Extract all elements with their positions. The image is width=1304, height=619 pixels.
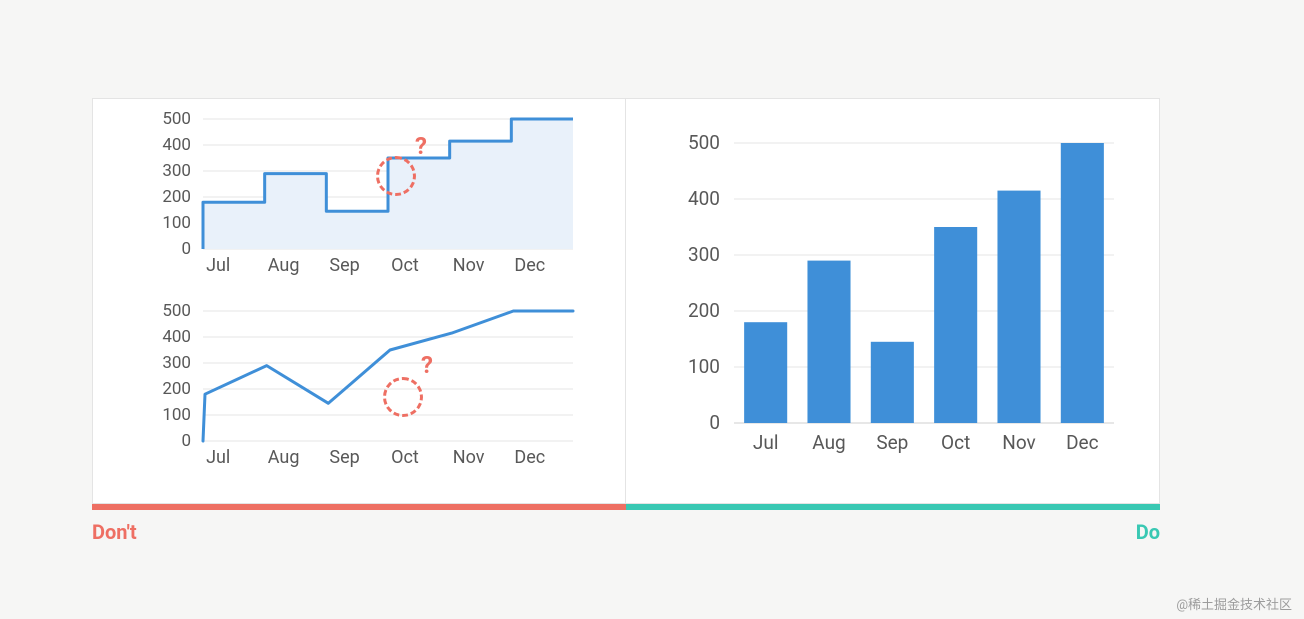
svg-text:Nov: Nov [453, 447, 485, 468]
underline-do [626, 504, 1160, 510]
svg-text:0: 0 [709, 411, 720, 434]
svg-text:Jul: Jul [206, 447, 230, 468]
svg-text:400: 400 [162, 327, 191, 347]
svg-text:400: 400 [162, 135, 191, 155]
svg-text:Aug: Aug [812, 431, 845, 454]
svg-text:500: 500 [688, 131, 720, 154]
underline-dont [92, 504, 626, 510]
canvas: 0100200300400500JulAugSepOctNovDec ? 010… [0, 0, 1304, 619]
svg-text:Sep: Sep [329, 447, 359, 468]
svg-text:Sep: Sep [329, 255, 359, 276]
svg-text:300: 300 [162, 353, 191, 373]
svg-text:100: 100 [162, 405, 191, 425]
svg-text:Oct: Oct [391, 447, 419, 468]
svg-text:Nov: Nov [1002, 431, 1035, 454]
svg-text:500: 500 [162, 109, 191, 129]
label-do: Do [1136, 520, 1160, 544]
line-chart: 0 100 200 300 400 500 Jul Aug Sep Oct Nov Dec [113, 299, 583, 469]
svg-text:Sep: Sep [876, 431, 908, 454]
do-half: 0 100 200 300 400 500 Jul Aug Sep Oct Nov Dec [626, 99, 1159, 503]
watermark-text: @稀土掘金技术社区 [1176, 594, 1292, 613]
svg-text:Dec: Dec [1066, 431, 1099, 454]
svg-text:Oct: Oct [391, 255, 419, 276]
svg-text:Jul: Jul [206, 255, 230, 276]
svg-text:100: 100 [162, 213, 191, 233]
svg-text:200: 200 [162, 379, 191, 399]
svg-text:100: 100 [688, 355, 720, 378]
svg-text:200: 200 [162, 187, 191, 207]
svg-text:200: 200 [688, 299, 720, 322]
svg-text:0: 0 [181, 431, 191, 451]
svg-text:400: 400 [688, 187, 720, 210]
step-chart: 0 100 200 300 400 500 Jul Aug Sep Oct Nov Dec [113, 107, 583, 277]
comparison-panel: 0100200300400500JulAugSepOctNovDec ? 010… [92, 98, 1160, 504]
svg-text:Dec: Dec [514, 447, 545, 468]
svg-text:300: 300 [688, 243, 720, 266]
label-dont: Don't [92, 520, 137, 544]
bar-chart: 0 100 200 300 400 500 Jul Aug Sep Oct Nov Dec [646, 115, 1126, 475]
svg-text:500: 500 [162, 301, 191, 321]
svg-text:Aug: Aug [268, 255, 300, 276]
svg-text:Jul: Jul [753, 431, 779, 454]
dont-half: 0100200300400500JulAugSepOctNovDec ? 010… [93, 99, 626, 503]
svg-text:Oct: Oct [941, 431, 970, 454]
svg-text:300: 300 [162, 161, 191, 181]
svg-text:Aug: Aug [268, 447, 300, 468]
underline [92, 504, 1160, 510]
svg-text:Nov: Nov [453, 255, 485, 276]
svg-text:Dec: Dec [514, 255, 545, 276]
svg-text:0: 0 [181, 239, 191, 259]
